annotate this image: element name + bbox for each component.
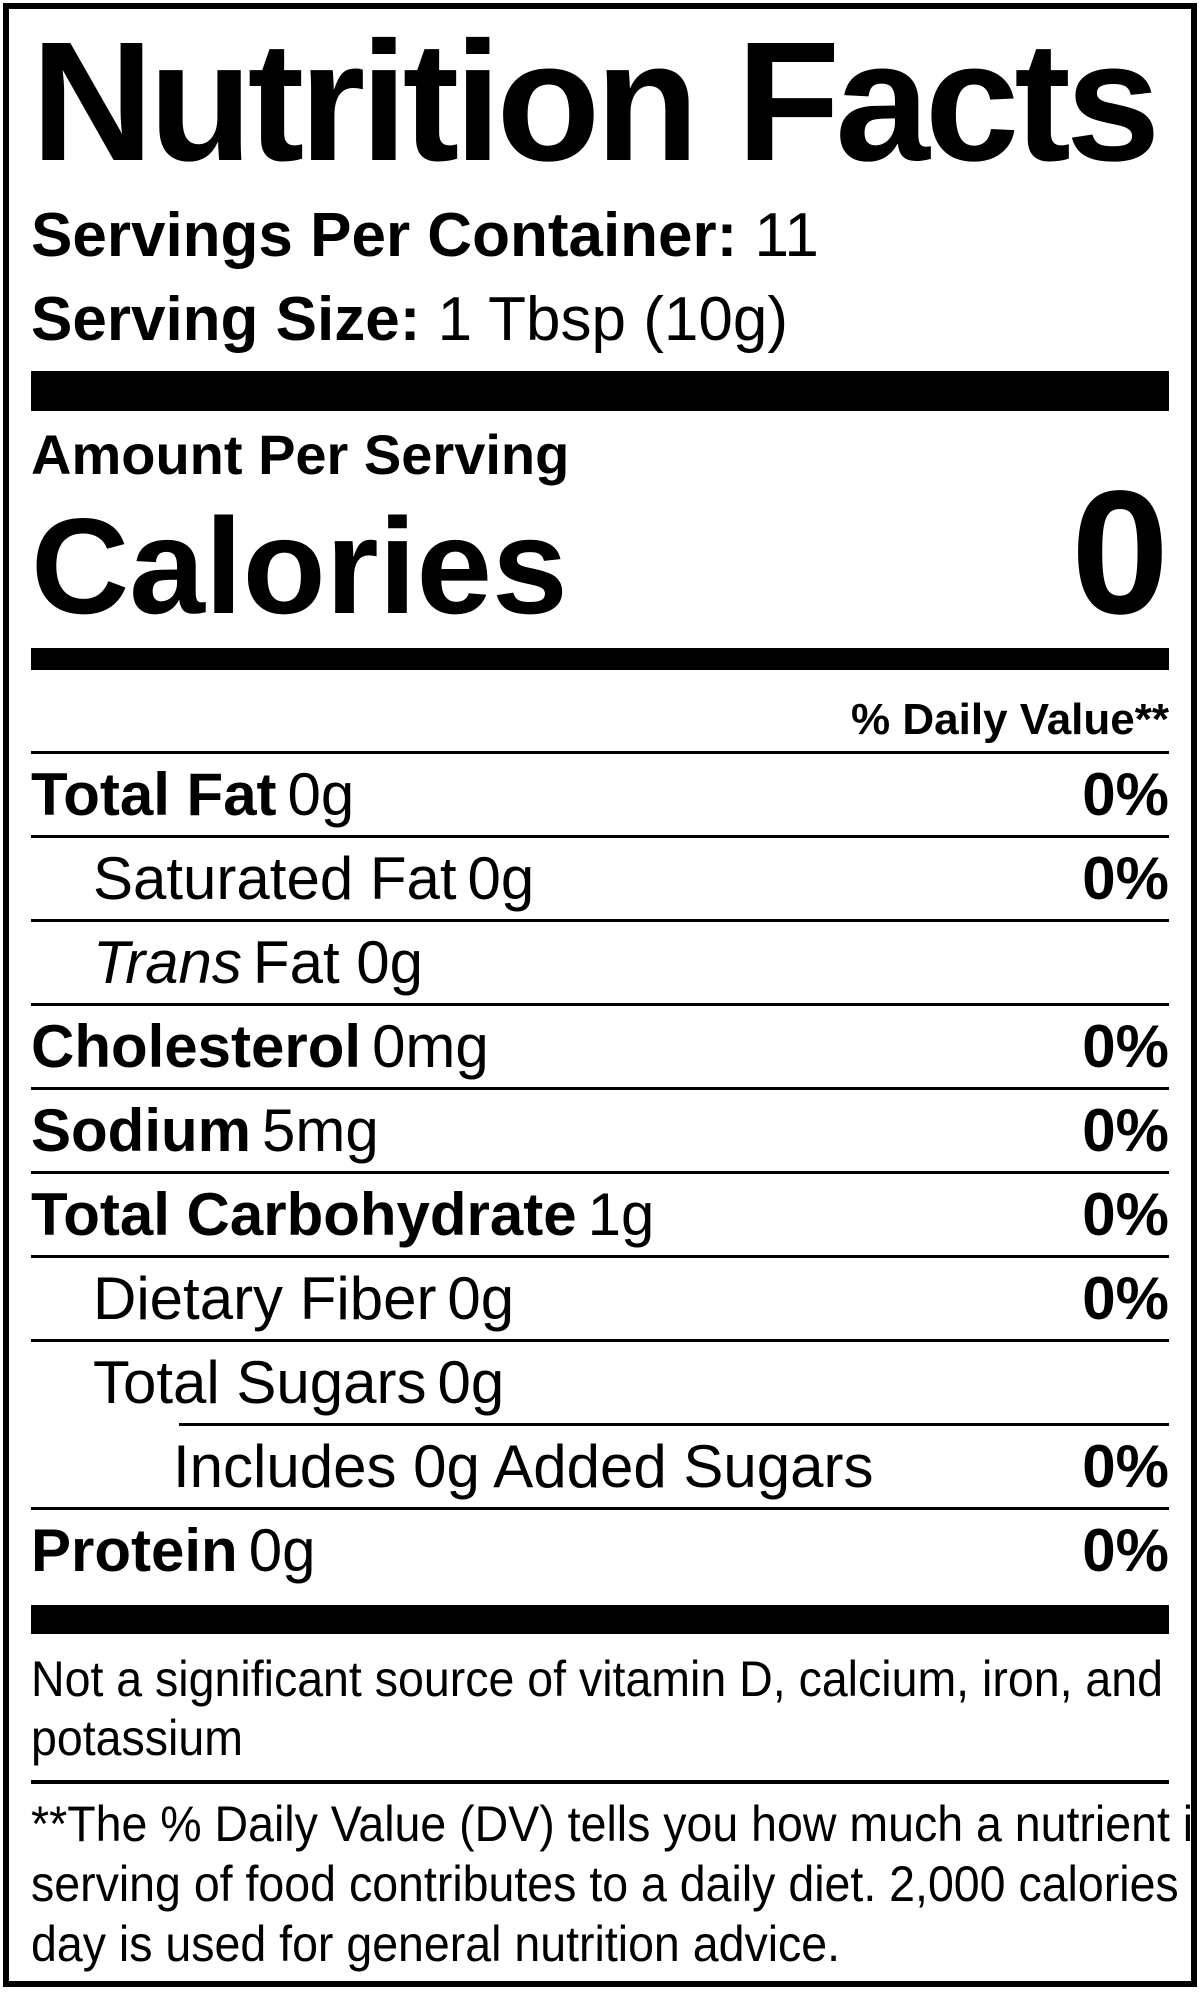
servings-per-container-value: 11 — [754, 201, 819, 270]
daily-value-footnote: **The % Daily Value (DV) tells you how m… — [31, 1794, 1197, 1974]
indented-separator-rule — [179, 1423, 1169, 1426]
footnote-line-3: day is used for general nutrition advice… — [31, 1916, 841, 1972]
label-title: Nutrition Facts — [31, 7, 1160, 197]
footnote-line-1: **The % Daily Value (DV) tells you how m… — [31, 1796, 1197, 1852]
nutrient-row-trans-fat: Trans Fat 0g — [31, 922, 1169, 1006]
nutrient-row-total-fat: Total Fat 0g 0% — [31, 754, 1169, 838]
nutrient-name: Total Sugars — [93, 1349, 427, 1416]
nutrient-row-protein: Protein 0g 0% — [31, 1510, 1169, 1591]
nutrient-row-added-sugars: Includes 0g Added Sugars 0% — [31, 1426, 1169, 1510]
nutrient-dv: 0% — [1082, 761, 1169, 828]
nutrient-row-sodium: Sodium 5mg 0% — [31, 1090, 1169, 1174]
nutrient-amount: 0g — [287, 761, 355, 828]
nutrient-dv: 0% — [1082, 1517, 1169, 1584]
nutrient-name: Cholesterol — [31, 1013, 362, 1080]
amount-per-serving-label: Amount Per Serving — [31, 423, 570, 486]
nutrient-name: Saturated Fat — [93, 845, 457, 912]
nutrient-name: Total Carbohydrate — [31, 1181, 577, 1248]
nutrient-row-saturated-fat: Saturated Fat 0g 0% — [31, 838, 1169, 922]
nutrition-facts-label: Nutrition Facts Servings Per Container: … — [3, 3, 1197, 1987]
footnote-separator-rule — [31, 1780, 1169, 1784]
nutrient-name: Protein — [31, 1517, 238, 1584]
not-significant-line-2: potassium — [31, 1710, 243, 1766]
nutrient-dv: 0% — [1082, 1181, 1169, 1248]
nutrient-row-cholesterol: Cholesterol 0mg 0% — [31, 1006, 1169, 1090]
calories-value: 0 — [1071, 455, 1169, 651]
nutrient-amount: 0g — [467, 845, 535, 912]
nutrient-row-dietary-fiber: Dietary Fiber 0g 0% — [31, 1258, 1169, 1342]
calories-label: Calories — [31, 490, 568, 642]
nutrient-dv: 0% — [1082, 1433, 1169, 1500]
serving-size-label: Serving Size: — [31, 285, 421, 354]
daily-value-header: % Daily Value** — [851, 695, 1169, 744]
nutrient-dv: 0% — [1082, 1265, 1169, 1332]
nutrient-name: Includes 0g Added Sugars — [173, 1433, 874, 1500]
nutrient-name: Sodium — [31, 1097, 251, 1164]
not-significant-statement: Not a significant source of vitamin D, c… — [31, 1650, 1169, 1768]
servings-per-container: Servings Per Container: 11 — [31, 205, 1169, 267]
nutrient-amount: 1g — [587, 1181, 655, 1248]
nutrient-amount: 0g — [447, 1265, 515, 1332]
separator-bar-thick — [31, 371, 1169, 411]
nutrient-name: Total Fat — [31, 761, 277, 828]
serving-size-value: 1 Tbsp (10g) — [437, 285, 788, 354]
not-significant-line-1: Not a significant source of vitamin D, c… — [31, 1651, 1163, 1707]
nutrient-amount: 0g — [437, 1349, 505, 1416]
nutrient-table: Total Fat 0g 0% Saturated Fat 0g 0% Tran… — [31, 751, 1169, 1591]
nutrient-name: Dietary Fiber — [93, 1265, 437, 1332]
nutrient-name: Trans — [93, 929, 242, 996]
footnote-line-2: serving of food contributes to a daily d… — [31, 1856, 1197, 1912]
nutrient-amount: Fat 0g — [252, 929, 424, 996]
separator-bar-medium — [31, 648, 1169, 670]
servings-per-container-label: Servings Per Container: — [31, 201, 738, 270]
nutrient-row-total-carbohydrate: Total Carbohydrate 1g 0% — [31, 1174, 1169, 1258]
serving-size: Serving Size: 1 Tbsp (10g) — [31, 289, 1169, 351]
nutrient-dv: 0% — [1082, 845, 1169, 912]
nutrient-row-total-sugars: Total Sugars 0g — [31, 1342, 1169, 1423]
nutrient-amount: 5mg — [262, 1097, 379, 1164]
nutrient-dv: 0% — [1082, 1013, 1169, 1080]
nutrient-dv: 0% — [1082, 1097, 1169, 1164]
nutrient-amount: 0mg — [372, 1013, 489, 1080]
separator-bar-bottom — [31, 1605, 1169, 1634]
nutrient-amount: 0g — [248, 1517, 316, 1584]
calories-row: Calories 0 — [31, 455, 1169, 651]
